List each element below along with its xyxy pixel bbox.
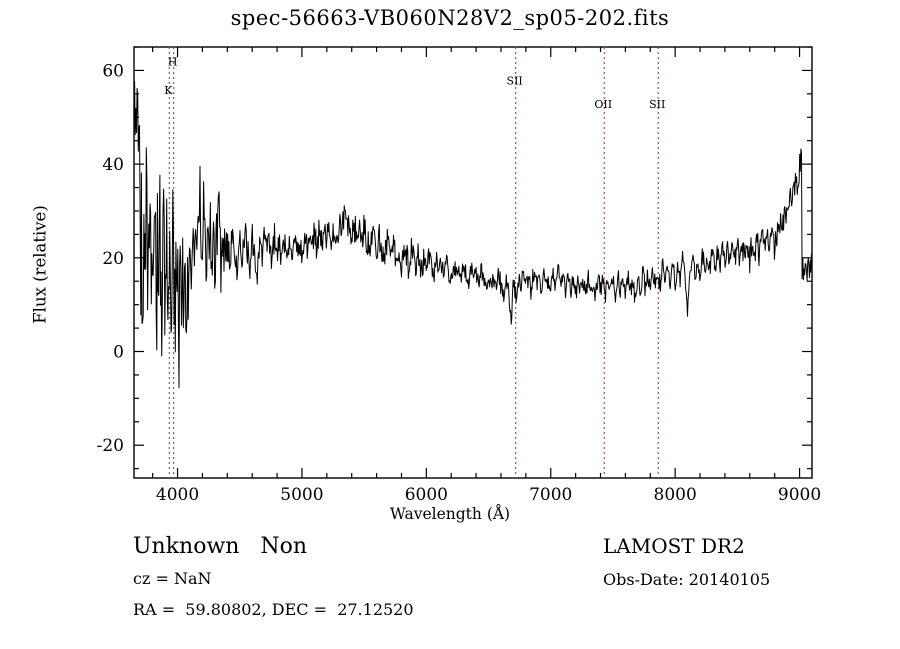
y-tick-label: 20	[102, 249, 124, 269]
y-tick-label: 40	[102, 155, 124, 175]
x-tick-label: 7000	[529, 485, 572, 505]
spectral-line-label: SII	[649, 98, 665, 111]
x-tick-label: 4000	[156, 485, 199, 505]
x-axis-label: Wavelength (Å)	[389, 505, 511, 523]
coordinates-text: RA = 59.80802, DEC = 27.12520	[133, 600, 414, 619]
obs-date-text: Obs-Date: 20140105	[603, 570, 771, 589]
y-tick-label: 60	[102, 61, 124, 81]
plot-frame	[133, 46, 813, 479]
spectral-line-label: SII	[507, 74, 523, 87]
spectral-line-label: K	[164, 84, 173, 97]
y-axis-label: Flux (relative)	[30, 205, 50, 324]
x-tick-label: 5000	[280, 485, 323, 505]
spectral-line-label: OII	[594, 98, 612, 111]
spectral-line-label: H	[168, 56, 178, 69]
x-tick-label: 6000	[405, 485, 448, 505]
y-tick-label: -20	[97, 436, 124, 456]
x-tick-label: 9000	[778, 485, 821, 505]
spectrum-trace	[134, 81, 812, 389]
y-tick-label: 0	[113, 343, 124, 363]
redshift-text: cz = NaN	[133, 569, 212, 588]
object-class-text: Unknown Non	[133, 534, 308, 559]
x-tick-label: 8000	[654, 485, 697, 505]
page-title: spec-56663-VB060N28V2_sp05-202.fits	[230, 6, 670, 30]
survey-name-text: LAMOST DR2	[603, 534, 745, 558]
